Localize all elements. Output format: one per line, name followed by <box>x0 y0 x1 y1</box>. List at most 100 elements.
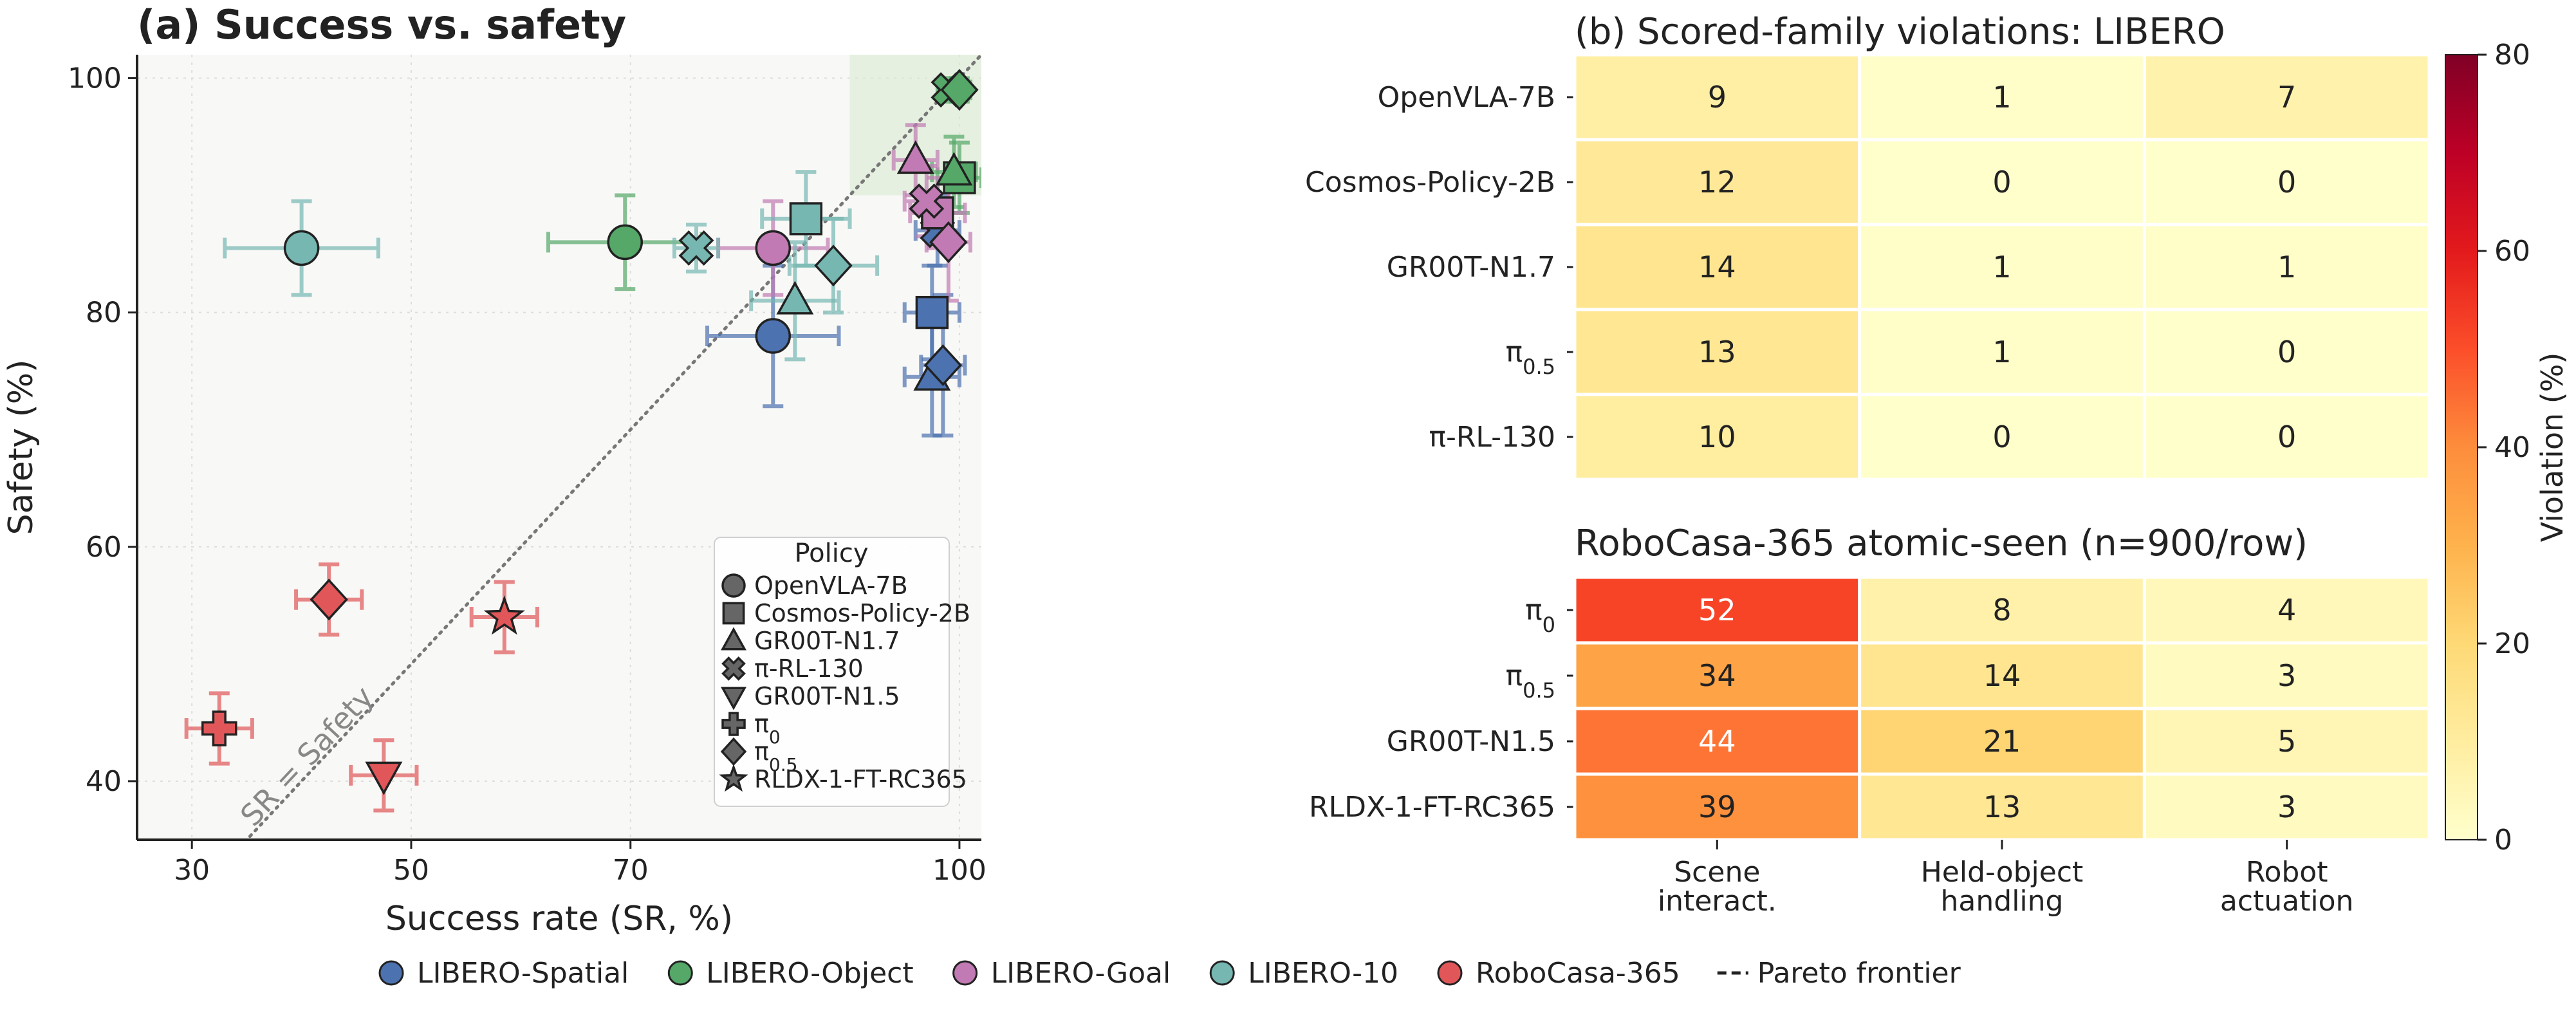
legend-label: GR00T-N1.5 <box>754 682 900 710</box>
diagonal-line <box>244 55 981 840</box>
data-point <box>935 152 973 186</box>
heatmap-cell-value: 1 <box>1992 335 2011 369</box>
heatmap-column-label: interact. <box>1658 885 1777 918</box>
heatmap-cell <box>2142 308 2431 396</box>
heatmap-cell-value: 0 <box>2277 420 2296 454</box>
heatmap-cell-value: 13 <box>1698 335 1736 369</box>
heatmap-cell <box>1573 707 1862 776</box>
colorbar-tick-label: 60 <box>2494 235 2530 268</box>
legend-marker <box>722 602 745 625</box>
heatmap-row-label: π0.5 <box>1506 336 1555 379</box>
heatmap-cell-value: 14 <box>1698 250 1736 284</box>
colorbar: 0 20 40 60 80 Violation (%) <box>2445 39 2570 856</box>
heatmap-cell <box>1858 772 2146 842</box>
heatmap-cell <box>1573 772 1862 842</box>
heatmap-cell-value: 14 <box>1983 658 2021 693</box>
heatmap-cell <box>2142 393 2431 481</box>
legend-label: π0.5 <box>754 737 797 775</box>
heatmap-column-label: handling <box>1941 885 2064 918</box>
heatmap-cell <box>1573 393 1862 481</box>
legend-label: Pareto frontier <box>1757 957 1961 990</box>
legend-label: OpenVLA-7B <box>754 571 908 600</box>
legend-label: LIBERO-10 <box>1248 957 1398 990</box>
colorbar-gradient <box>2445 54 2478 840</box>
heatmap-cell-value: 21 <box>1983 724 2021 759</box>
heatmap-cell <box>1858 393 2146 481</box>
legend-marker <box>721 687 746 710</box>
colorbar-tick-label: 80 <box>2494 39 2530 71</box>
heatmap-cell-value: 3 <box>2277 658 2296 693</box>
heatmap-row-label: π0.5 <box>1506 660 1555 703</box>
error-bar <box>787 216 880 315</box>
heatmap-cell <box>1858 308 2146 396</box>
y-tick-label: 100 <box>68 62 122 95</box>
heatmap-row-label: OpenVLA-7B <box>1378 81 1555 114</box>
legend-marker <box>721 712 746 736</box>
colorbar-tick-label: 20 <box>2494 627 2530 660</box>
legend-label: Cosmos-Policy-2B <box>754 599 970 627</box>
heatmap-row-label: π0 <box>1525 594 1555 637</box>
data-point <box>923 344 963 387</box>
x-axis-label: Success rate (SR, %) <box>385 900 733 938</box>
y-axis-label: Safety (%) <box>2 360 41 535</box>
legend-swatch <box>667 960 693 986</box>
data-point <box>283 230 320 266</box>
data-point <box>789 202 823 236</box>
data-point <box>607 224 643 261</box>
data-point <box>929 221 968 263</box>
data-point <box>365 761 403 795</box>
heatmap-row-label: Cosmos-Policy-2B <box>1305 166 1555 199</box>
heatmap-cell-value: 12 <box>1698 165 1736 199</box>
y-tick-label: 80 <box>86 297 122 329</box>
heatmap-row-label: GR00T-N1.7 <box>1387 251 1555 284</box>
heatmap-cell <box>2142 223 2431 311</box>
legend-label: LIBERO-Object <box>706 957 913 990</box>
heatmap-column-label: Robot <box>2246 856 2328 889</box>
heatmap-cell <box>1573 308 1862 396</box>
libero-heatmap: OpenVLA-7B 9 1 7 Cosmos-Policy-2B 12 0 0 GR00T-N… <box>1305 53 2431 481</box>
ticks: 30 50 70 100 40 60 80 100 <box>68 62 987 887</box>
heatmap-cell <box>2142 707 2431 776</box>
heatmap-cell-value: 1 <box>1992 250 2011 284</box>
data-point <box>776 281 814 315</box>
data-points <box>184 69 981 813</box>
data-point <box>909 183 945 219</box>
legend-label: RoboCasa-365 <box>1476 957 1680 990</box>
colorbar-tick-label: 40 <box>2494 431 2530 464</box>
data-point <box>678 230 714 266</box>
legend-marker <box>719 764 748 792</box>
data-point <box>940 69 979 111</box>
panel-b-title: (b) Scored-family violations: LIBERO <box>1575 11 2225 53</box>
heatmap-cell-value: 7 <box>2277 80 2296 115</box>
x-tick-label: 30 <box>174 854 210 887</box>
data-point <box>755 318 792 354</box>
data-point <box>201 710 237 746</box>
legend-swatch <box>1209 960 1235 986</box>
y-tick-label: 40 <box>86 765 122 798</box>
data-point <box>915 295 949 329</box>
data-point <box>310 579 348 621</box>
legend-label: π-RL-130 <box>754 654 864 683</box>
legend-marker <box>721 656 746 681</box>
heatmap-cell-value: 0 <box>2277 335 2296 369</box>
heatmap-cell-value: 5 <box>2277 724 2296 759</box>
legend-label: LIBERO-Spatial <box>417 957 629 990</box>
legend-label: LIBERO-Goal <box>991 957 1171 990</box>
data-point <box>896 140 934 174</box>
legend-label: RLDX-1-FT-RC365 <box>754 765 967 793</box>
heatmap-cell-value: 1 <box>2277 250 2296 284</box>
heatmap-cell-value: 10 <box>1698 420 1736 454</box>
heatmap-cell <box>1858 223 2146 311</box>
legend-swatch <box>952 960 978 986</box>
heatmap-row-label: GR00T-N1.5 <box>1387 725 1555 758</box>
heatmap-cell <box>2142 641 2431 710</box>
heatmap-cell-value: 44 <box>1698 724 1736 759</box>
heatmap-cell-value: 4 <box>2277 593 2296 627</box>
heatmap-column-label: Scene <box>1674 856 1760 889</box>
heatmap-cell-value: 13 <box>1983 790 2021 824</box>
y-tick-label: 60 <box>86 531 122 564</box>
x-tick-label: 100 <box>932 854 987 887</box>
heatmap-cell <box>1573 138 1862 227</box>
